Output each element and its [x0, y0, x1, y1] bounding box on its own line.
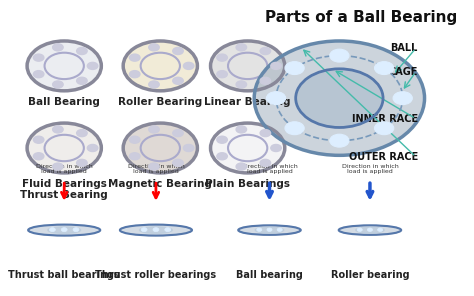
Text: BALL: BALL: [391, 43, 418, 53]
Circle shape: [87, 62, 98, 70]
Text: Fluid Bearings
Thrust Bearing: Fluid Bearings Thrust Bearing: [20, 179, 108, 200]
Circle shape: [53, 81, 63, 88]
Circle shape: [165, 228, 171, 232]
Circle shape: [53, 126, 63, 133]
Circle shape: [129, 136, 140, 143]
Circle shape: [296, 69, 383, 128]
Circle shape: [77, 159, 87, 166]
Circle shape: [49, 228, 55, 232]
Text: OUTER RACE: OUTER RACE: [349, 152, 418, 162]
Circle shape: [271, 62, 281, 70]
Circle shape: [123, 123, 198, 173]
Circle shape: [260, 77, 271, 84]
Circle shape: [260, 47, 271, 54]
Circle shape: [210, 123, 285, 173]
Circle shape: [33, 153, 44, 160]
Circle shape: [217, 136, 228, 143]
Text: Roller bearing: Roller bearing: [331, 270, 409, 280]
Text: Direction in which
load is applied: Direction in which load is applied: [241, 164, 298, 174]
Text: Linear Bearing: Linear Bearing: [204, 97, 291, 107]
Text: Magnetic Bearing: Magnetic Bearing: [109, 179, 212, 189]
Circle shape: [266, 92, 286, 104]
Circle shape: [77, 47, 87, 54]
Circle shape: [374, 122, 394, 135]
Circle shape: [141, 228, 147, 232]
Text: Direction in which
load is applied: Direction in which load is applied: [342, 164, 398, 174]
Circle shape: [236, 163, 246, 170]
Circle shape: [33, 136, 44, 143]
Circle shape: [217, 54, 228, 61]
Circle shape: [236, 81, 246, 88]
Ellipse shape: [139, 227, 173, 234]
Circle shape: [77, 77, 87, 84]
Circle shape: [129, 153, 140, 160]
Circle shape: [267, 228, 272, 231]
Circle shape: [27, 123, 101, 173]
Circle shape: [129, 54, 140, 61]
Circle shape: [277, 228, 282, 231]
Text: Plain Bearings: Plain Bearings: [205, 179, 290, 189]
Text: Direction in which
load is applied: Direction in which load is applied: [128, 164, 184, 174]
Ellipse shape: [48, 227, 81, 234]
Circle shape: [236, 44, 246, 51]
Circle shape: [173, 47, 183, 54]
Circle shape: [27, 41, 101, 91]
Circle shape: [153, 228, 159, 232]
Circle shape: [374, 62, 394, 75]
Circle shape: [285, 122, 304, 135]
Circle shape: [33, 71, 44, 78]
Text: Ball bearing: Ball bearing: [236, 270, 303, 280]
Circle shape: [53, 163, 63, 170]
Text: Direction in which
load is applied: Direction in which load is applied: [36, 164, 92, 174]
Circle shape: [285, 62, 304, 75]
Circle shape: [149, 126, 159, 133]
Circle shape: [149, 44, 159, 51]
Circle shape: [173, 130, 183, 137]
Circle shape: [61, 228, 67, 232]
Circle shape: [260, 130, 271, 137]
Circle shape: [77, 130, 87, 137]
Circle shape: [73, 228, 79, 232]
Circle shape: [149, 163, 159, 170]
Ellipse shape: [120, 225, 192, 236]
Circle shape: [236, 126, 246, 133]
Circle shape: [217, 71, 228, 78]
Ellipse shape: [255, 227, 283, 233]
Ellipse shape: [339, 225, 401, 235]
Circle shape: [210, 41, 285, 91]
Circle shape: [367, 228, 373, 231]
Circle shape: [254, 41, 425, 155]
Text: Thrust ball bearings: Thrust ball bearings: [9, 270, 120, 280]
Circle shape: [33, 54, 44, 61]
Circle shape: [87, 144, 98, 152]
Circle shape: [149, 81, 159, 88]
Circle shape: [173, 77, 183, 84]
Ellipse shape: [28, 225, 100, 236]
Text: Roller Bearing: Roller Bearing: [118, 97, 202, 107]
Circle shape: [330, 49, 349, 62]
Circle shape: [123, 41, 198, 91]
Circle shape: [183, 62, 194, 70]
Circle shape: [217, 153, 228, 160]
Circle shape: [260, 159, 271, 166]
Circle shape: [357, 228, 362, 231]
Text: Thrust roller bearings: Thrust roller bearings: [95, 270, 217, 280]
Text: Ball Bearing: Ball Bearing: [28, 97, 100, 107]
Ellipse shape: [356, 227, 384, 233]
Circle shape: [183, 144, 194, 152]
Circle shape: [393, 92, 412, 104]
Circle shape: [330, 134, 349, 147]
Circle shape: [257, 228, 262, 231]
Text: INNER RACE: INNER RACE: [352, 114, 418, 124]
Circle shape: [53, 44, 63, 51]
Circle shape: [378, 228, 383, 231]
Text: CAGE: CAGE: [389, 67, 418, 77]
Ellipse shape: [238, 225, 301, 235]
Circle shape: [173, 159, 183, 166]
Circle shape: [129, 71, 140, 78]
Text: Parts of a Ball Bearing: Parts of a Ball Bearing: [265, 10, 457, 25]
Circle shape: [271, 144, 281, 152]
